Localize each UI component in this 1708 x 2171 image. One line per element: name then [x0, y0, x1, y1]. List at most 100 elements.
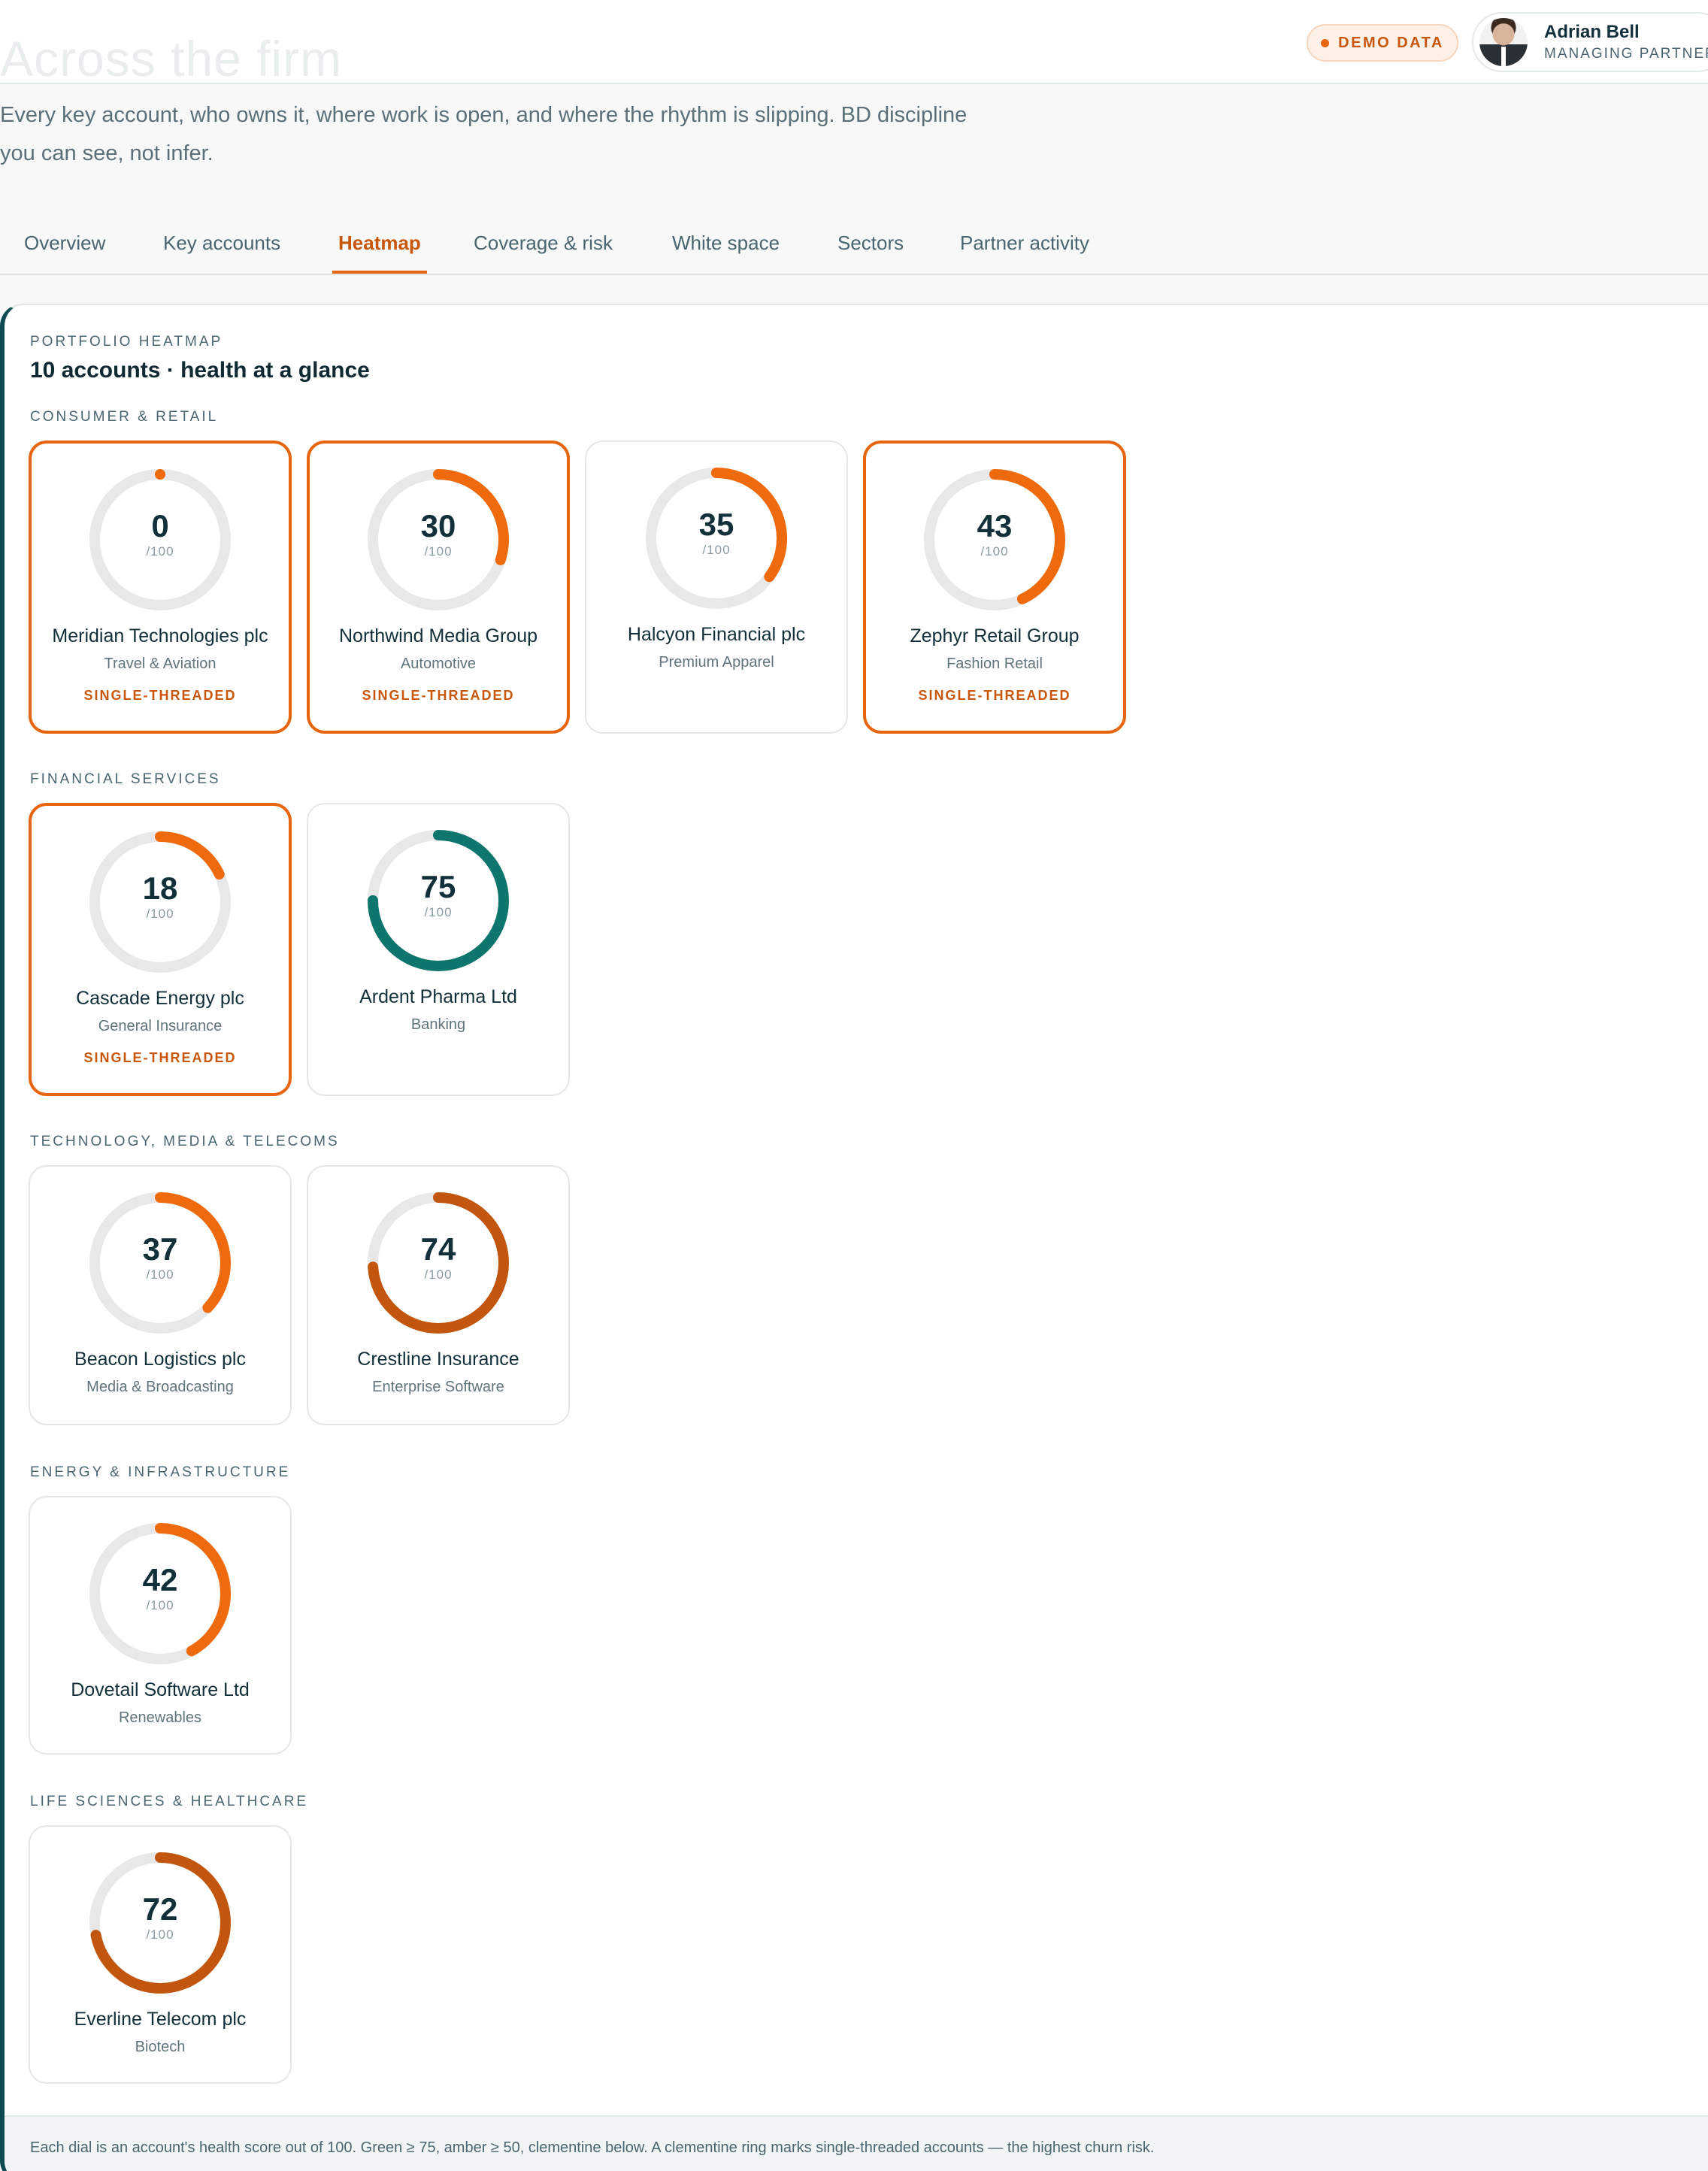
health-score-max: /100 [424, 544, 453, 559]
account-name: Everline Telecom plc [74, 2009, 247, 2030]
account-subsector: General Insurance [98, 1018, 223, 1034]
heatmap-panel: PORTFOLIO HEATMAP 10 accounts · health a… [0, 304, 1708, 2171]
account-subsector: Banking [410, 1016, 466, 1033]
health-dial: 30/100 [363, 465, 513, 615]
dial-arc [89, 1523, 231, 1664]
health-score: 30 [420, 508, 456, 544]
account-subsector: Fashion Retail [946, 656, 1043, 672]
status-dot-icon [1321, 38, 1330, 47]
health-score-max: /100 [146, 544, 174, 559]
health-dial: 18/100 [85, 827, 235, 977]
dial-arc [646, 468, 787, 609]
sector-label: LIFE SCIENCES & HEALTHCARE [30, 1794, 309, 1809]
tab-heatmap[interactable]: Heatmap [332, 223, 427, 274]
account-name: Zephyr Retail Group [910, 625, 1080, 646]
health-score-max: /100 [424, 1267, 453, 1282]
health-score: 0 [151, 508, 169, 544]
account-card[interactable]: 35/100 Halcyon Financial plc Premium Appar… [585, 441, 848, 734]
account-card[interactable]: 72/100 Everline Telecom plc Biotech [29, 1825, 292, 2084]
account-name: Beacon Logistics plc [74, 1349, 246, 1370]
account-subsector: Renewables [118, 1709, 202, 1726]
account-subsector: Biotech [135, 2039, 186, 2055]
account-subsector: Premium Apparel [659, 654, 774, 671]
health-dial: 37/100 [85, 1188, 235, 1338]
health-score: 72 [142, 1891, 178, 1927]
health-score-max: /100 [424, 905, 453, 919]
tab-coverage-risk[interactable]: Coverage & risk [474, 232, 613, 254]
account-name: Halcyon Financial plc [627, 624, 806, 645]
health-dial: 0/100 [85, 465, 235, 615]
health-dial: 74/100 [363, 1188, 513, 1338]
avatar [1479, 18, 1528, 66]
account-name: Crestline Insurance [357, 1349, 519, 1370]
account-subsector: Enterprise Software [372, 1379, 504, 1395]
dial-arc [89, 469, 231, 610]
health-score: 35 [698, 507, 734, 542]
health-dial: 42/100 [85, 1518, 235, 1669]
sector-label: ENERGY & INFRASTRUCTURE [30, 1464, 291, 1480]
health-score: 18 [142, 871, 178, 906]
subtitle-line-1: Every key account, who owns it, where wo… [0, 103, 968, 127]
panel-kicker: PORTFOLIO HEATMAP [30, 334, 223, 350]
health-dial: 72/100 [85, 1848, 235, 1998]
health-score-max: /100 [146, 1598, 174, 1612]
tab-sectors[interactable]: Sectors [837, 232, 904, 254]
account-subsector: Travel & Aviation [104, 656, 217, 672]
health-score: 37 [142, 1231, 178, 1267]
tab-key-accounts[interactable]: Key accounts [163, 232, 281, 254]
health-score-max: /100 [146, 1927, 174, 1942]
tab-overview[interactable]: Overview [24, 232, 106, 254]
page-subtitle: Every key account, who owns it, where wo… [0, 96, 1052, 173]
subtitle-line-2: you can see, not infer. [0, 141, 214, 165]
account-name: Dovetail Software Ltd [71, 1679, 250, 1700]
single-threaded-badge: SINGLE-THREADED [918, 688, 1071, 703]
single-threaded-badge: SINGLE-THREADED [83, 688, 237, 703]
health-score: 42 [142, 1562, 178, 1597]
sector-label: FINANCIAL SERVICES [30, 771, 221, 787]
health-score-max: /100 [702, 543, 731, 557]
dial-arc [368, 830, 509, 971]
account-card[interactable]: 0/100 Meridian Technologies plc Travel & A… [29, 441, 292, 734]
demo-data-label: DEMO DATA [1338, 34, 1444, 51]
account-card[interactable]: 74/100 Crestline Insurance Enterprise Soft… [307, 1165, 570, 1425]
health-score-max: /100 [146, 907, 174, 921]
dial-arc [89, 1192, 231, 1334]
demo-data-badge: DEMO DATA [1307, 24, 1458, 62]
health-dial: 43/100 [919, 465, 1070, 615]
health-score: 75 [420, 869, 456, 904]
account-subsector: Media & Broadcasting [86, 1379, 234, 1395]
account-card[interactable]: 30/100 Northwind Media Group Automotive SIN… [307, 441, 570, 734]
dial-arc [89, 1852, 231, 1994]
page-title: Across the firm [0, 31, 343, 84]
sector-label: TECHNOLOGY, MEDIA & TELECOMS [30, 1134, 340, 1149]
health-score-max: /100 [146, 1267, 174, 1282]
single-threaded-badge: SINGLE-THREADED [83, 1050, 237, 1065]
account-subsector: Automotive [400, 656, 477, 672]
account-name: Meridian Technologies plc [52, 625, 268, 646]
account-card[interactable]: 42/100 Dovetail Software Ltd Renewables [29, 1496, 292, 1755]
health-dial: 75/100 [363, 825, 513, 976]
dial-arc [924, 469, 1065, 610]
health-score: 74 [420, 1231, 456, 1267]
health-dial: 35/100 [641, 463, 792, 613]
dial-arc [368, 469, 509, 610]
tab-bar: Overview Key accounts Heatmap Coverage &… [0, 223, 1708, 275]
dial-arc [368, 1192, 509, 1334]
account-name: Cascade Energy plc [76, 988, 244, 1009]
account-name: Northwind Media Group [338, 625, 538, 646]
user-name: Adrian Bell [1544, 22, 1640, 42]
account-name: Ardent Pharma Ltd [359, 986, 517, 1007]
top-bar: Across the firm DEMO DATA Adrian Bell MA… [0, 0, 1708, 84]
account-card[interactable]: 37/100 Beacon Logistics plc Media & Broadc… [29, 1165, 292, 1425]
single-threaded-badge: SINGLE-THREADED [362, 688, 515, 703]
account-card[interactable]: 18/100 Cascade Energy plc General Insuranc… [29, 803, 292, 1096]
user-menu[interactable]: Adrian Bell MANAGING PARTNER [1472, 12, 1708, 72]
account-card[interactable]: 75/100 Ardent Pharma Ltd Banking [307, 803, 570, 1096]
tab-partner-activity[interactable]: Partner activity [960, 232, 1089, 254]
tab-white-space[interactable]: White space [672, 232, 780, 254]
panel-title: 10 accounts · health at a glance [30, 358, 370, 383]
heatmap-footnote: Each dial is an account's health score o… [5, 2115, 1708, 2171]
dial-arc [89, 831, 231, 973]
health-score-max: /100 [980, 544, 1009, 559]
account-card[interactable]: 43/100 Zephyr Retail Group Fashion Retail S… [863, 441, 1126, 734]
